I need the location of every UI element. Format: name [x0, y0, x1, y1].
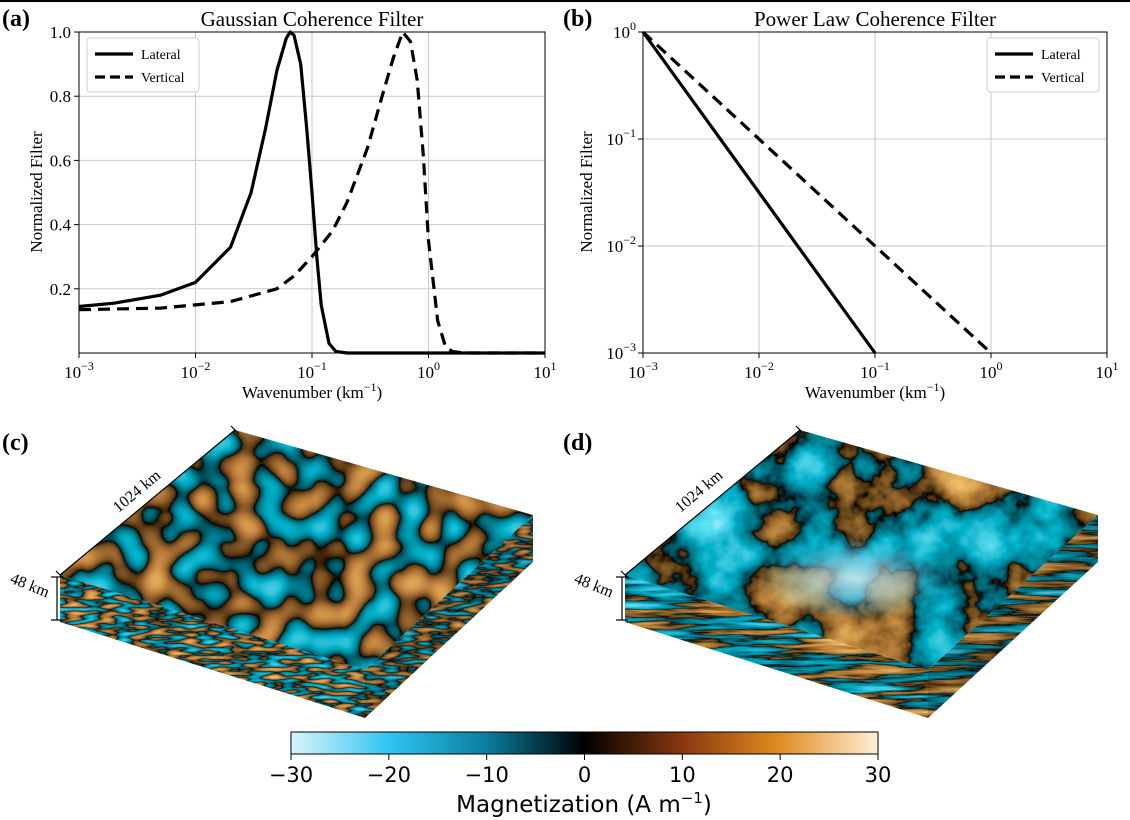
panel-a-xlabel: Wavenumber (km−1)	[242, 380, 382, 402]
colorbar-gradient	[290, 731, 879, 755]
panel-a-legend-label-lateral: Lateral	[141, 48, 181, 63]
colorbar-label: Magnetization (A m−1)	[456, 789, 712, 818]
panel-b-y-tick-label: 10−2	[606, 233, 636, 256]
panel-a-gaussian-filter-chart: (a) Gaussian Coherence Filter 10−3 10−2 10…	[2, 6, 557, 402]
panel-b-series-lateral	[641, 31, 877, 354]
colorbar-tick-label: −10	[465, 763, 509, 787]
panel-d-magnetization-block: (d) 1024 km 48 km	[563, 425, 1098, 718]
panel-b-x-tick-label: 10−1	[860, 359, 890, 382]
panel-a-x-tick-label: 101	[534, 359, 557, 382]
panel-b-y-tick-label: 100	[613, 19, 636, 42]
panel-d-length-dimension-line	[624, 429, 801, 576]
panel-c-length-dimension-line	[59, 429, 236, 576]
colorbar-tick-label: 30	[865, 763, 892, 787]
panel-b-x-tick-label: 10−2	[744, 359, 774, 382]
panel-a-x-tick-label: 100	[417, 359, 440, 382]
colorbar-tick-label: 0	[578, 763, 591, 787]
panel-b-ylabel: Normalized Filter	[577, 131, 596, 253]
colorbar-tick-label: −20	[367, 763, 411, 787]
magnetization-colorbar: −30 −20 −10 0 10 20 30 Magnetization (A m−1)	[269, 731, 892, 818]
panel-b-title: Power Law Coherence Filter	[754, 7, 996, 31]
panel-c-depth-label: 48 km	[8, 570, 52, 601]
panel-d-label: (d)	[563, 430, 592, 456]
panel-a-x-tick-label: 10−1	[297, 359, 327, 382]
panel-a-legend-label-vertical: Vertical	[141, 71, 185, 86]
colorbar-tick-label: 10	[669, 763, 696, 787]
panel-b-power-law-filter-chart: (b) Power Law Coherence Filter 10−3 10−2 1…	[563, 6, 1119, 402]
panel-a-y-tick-label: 1.0	[50, 23, 71, 42]
panel-b-xlabel: Wavenumber (km−1)	[805, 380, 945, 402]
panel-b-series-vertical	[641, 30, 993, 355]
panel-a-y-tick-label: 0.6	[50, 151, 71, 170]
panel-b-y-tick-label: 10−3	[606, 340, 636, 363]
top-border-line	[0, 0, 1130, 2]
colorbar-tick-label: 20	[767, 763, 794, 787]
panel-b-x-tick-label: 10−3	[628, 359, 658, 382]
panel-a-x-tick-label: 10−2	[181, 359, 211, 382]
panel-b-label: (b)	[563, 6, 592, 32]
panel-b-x-tick-label: 100	[980, 359, 1003, 382]
panel-a-series-vertical	[78, 30, 545, 355]
panel-d-depth-label: 48 km	[572, 570, 616, 601]
panel-c-label: (c)	[2, 430, 29, 456]
panel-b-y-tick-label: 10−1	[606, 126, 636, 149]
panel-a-series-lateral	[78, 30, 545, 355]
panel-a-label: (a)	[2, 6, 30, 32]
panel-a-ylabel: Normalized Filter	[27, 131, 46, 253]
panel-b-legend-label-vertical: Vertical	[1041, 71, 1085, 86]
colorbar-tick-label: −30	[269, 763, 313, 787]
panel-b-legend-label-lateral: Lateral	[1041, 48, 1081, 63]
panel-a-plot-frame	[78, 31, 546, 354]
panel-a-y-tick-label: 0.4	[50, 216, 72, 235]
panel-a-x-tick-label: 10−3	[64, 359, 94, 382]
panel-c-magnetization-block: (c) 1024 km 48 km	[2, 425, 533, 718]
panel-b-x-tick-label: 101	[1096, 359, 1119, 382]
panel-a-title: Gaussian Coherence Filter	[201, 7, 424, 31]
panel-a-y-tick-label: 0.2	[50, 280, 71, 299]
panel-a-y-tick-label: 0.8	[50, 87, 71, 106]
